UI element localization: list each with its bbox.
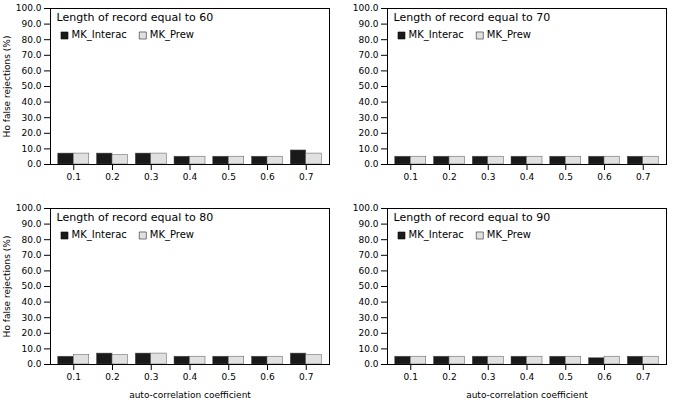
svg-text:0.0: 0.0 bbox=[27, 159, 42, 169]
svg-text:70.0: 70.0 bbox=[358, 50, 378, 60]
svg-text:Length of record equal to 80: Length of record equal to 80 bbox=[57, 211, 214, 224]
svg-text:10.0: 10.0 bbox=[21, 144, 41, 154]
svg-text:100.0: 100.0 bbox=[353, 3, 379, 13]
svg-text:0.4: 0.4 bbox=[183, 372, 198, 382]
svg-text:30.0: 30.0 bbox=[21, 113, 41, 123]
svg-text:0.3: 0.3 bbox=[481, 372, 495, 382]
svg-text:0.3: 0.3 bbox=[481, 172, 495, 182]
svg-text:auto-correlation coefficient: auto-correlation coefficient bbox=[466, 390, 588, 400]
svg-text:0.7: 0.7 bbox=[299, 172, 313, 182]
svg-text:90.0: 90.0 bbox=[358, 19, 378, 29]
svg-text:0.0: 0.0 bbox=[364, 359, 379, 369]
svg-text:30.0: 30.0 bbox=[358, 113, 378, 123]
svg-text:0.6: 0.6 bbox=[597, 172, 612, 182]
svg-text:auto-correlation coefficient: auto-correlation coefficient bbox=[129, 390, 251, 400]
svg-text:10.0: 10.0 bbox=[358, 344, 378, 354]
svg-text:100.0: 100.0 bbox=[16, 203, 42, 213]
svg-text:100.0: 100.0 bbox=[353, 203, 379, 213]
svg-text:0.5: 0.5 bbox=[222, 372, 236, 382]
svg-text:MK_Interac: MK_Interac bbox=[72, 29, 127, 41]
svg-text:60.0: 60.0 bbox=[358, 66, 378, 76]
svg-text:70.0: 70.0 bbox=[21, 250, 41, 260]
svg-text:Ho false rejections (%): Ho false rejections (%) bbox=[2, 236, 12, 338]
svg-text:0.2: 0.2 bbox=[442, 172, 456, 182]
svg-text:0.0: 0.0 bbox=[27, 359, 42, 369]
svg-text:20.0: 20.0 bbox=[358, 328, 378, 338]
svg-text:30.0: 30.0 bbox=[21, 313, 41, 323]
svg-text:MK_Interac: MK_Interac bbox=[409, 29, 464, 41]
svg-text:80.0: 80.0 bbox=[358, 235, 378, 245]
svg-text:MK_Prew: MK_Prew bbox=[150, 229, 194, 241]
svg-text:20.0: 20.0 bbox=[21, 128, 41, 138]
svg-text:0.7: 0.7 bbox=[299, 372, 313, 382]
svg-text:Length of record equal to 60: Length of record equal to 60 bbox=[57, 11, 214, 24]
svg-text:50.0: 50.0 bbox=[358, 281, 378, 291]
svg-text:70.0: 70.0 bbox=[21, 50, 41, 60]
svg-text:10.0: 10.0 bbox=[358, 144, 378, 154]
svg-text:Length of record equal to 90: Length of record equal to 90 bbox=[394, 211, 551, 224]
svg-text:90.0: 90.0 bbox=[21, 219, 41, 229]
svg-text:MK_Prew: MK_Prew bbox=[150, 29, 194, 41]
svg-text:80.0: 80.0 bbox=[358, 35, 378, 45]
svg-text:0.1: 0.1 bbox=[67, 372, 81, 382]
svg-text:0.7: 0.7 bbox=[636, 372, 650, 382]
svg-text:90.0: 90.0 bbox=[358, 219, 378, 229]
svg-text:50.0: 50.0 bbox=[358, 81, 378, 91]
svg-text:40.0: 40.0 bbox=[358, 97, 378, 107]
svg-text:0.3: 0.3 bbox=[144, 372, 158, 382]
svg-text:0.4: 0.4 bbox=[520, 372, 535, 382]
svg-text:0.6: 0.6 bbox=[597, 372, 612, 382]
svg-text:0.5: 0.5 bbox=[559, 172, 573, 182]
svg-text:60.0: 60.0 bbox=[21, 66, 41, 76]
svg-text:Ho false rejections (%): Ho false rejections (%) bbox=[2, 36, 12, 138]
svg-text:MK_Prew: MK_Prew bbox=[487, 229, 531, 241]
svg-text:0.1: 0.1 bbox=[404, 372, 418, 382]
svg-text:0.1: 0.1 bbox=[67, 172, 81, 182]
svg-text:70.0: 70.0 bbox=[358, 250, 378, 260]
svg-text:0.1: 0.1 bbox=[404, 172, 418, 182]
svg-text:60.0: 60.0 bbox=[358, 266, 378, 276]
svg-text:MK_Prew: MK_Prew bbox=[487, 29, 531, 41]
svg-text:Length of record equal to 70: Length of record equal to 70 bbox=[394, 11, 551, 24]
svg-text:20.0: 20.0 bbox=[21, 328, 41, 338]
svg-text:0.6: 0.6 bbox=[260, 372, 275, 382]
svg-text:10.0: 10.0 bbox=[21, 344, 41, 354]
svg-text:0.5: 0.5 bbox=[222, 172, 236, 182]
svg-text:0.4: 0.4 bbox=[520, 172, 535, 182]
svg-text:0.2: 0.2 bbox=[442, 372, 456, 382]
svg-text:60.0: 60.0 bbox=[21, 266, 41, 276]
svg-text:100.0: 100.0 bbox=[16, 3, 42, 13]
svg-text:0.7: 0.7 bbox=[636, 172, 650, 182]
svg-text:30.0: 30.0 bbox=[358, 313, 378, 323]
svg-text:20.0: 20.0 bbox=[358, 128, 378, 138]
svg-text:MK_Interac: MK_Interac bbox=[72, 229, 127, 241]
svg-text:80.0: 80.0 bbox=[21, 235, 41, 245]
svg-text:MK_Interac: MK_Interac bbox=[409, 229, 464, 241]
svg-text:90.0: 90.0 bbox=[21, 19, 41, 29]
svg-text:0.3: 0.3 bbox=[144, 172, 158, 182]
svg-text:0.5: 0.5 bbox=[559, 372, 573, 382]
svg-text:40.0: 40.0 bbox=[21, 297, 41, 307]
svg-text:0.2: 0.2 bbox=[105, 372, 119, 382]
svg-text:80.0: 80.0 bbox=[21, 35, 41, 45]
svg-text:50.0: 50.0 bbox=[21, 281, 41, 291]
svg-text:0.6: 0.6 bbox=[260, 172, 275, 182]
svg-text:40.0: 40.0 bbox=[358, 297, 378, 307]
svg-text:50.0: 50.0 bbox=[21, 81, 41, 91]
svg-text:40.0: 40.0 bbox=[21, 97, 41, 107]
svg-text:0.4: 0.4 bbox=[183, 172, 198, 182]
svg-text:0.2: 0.2 bbox=[105, 172, 119, 182]
svg-text:0.0: 0.0 bbox=[364, 159, 379, 169]
